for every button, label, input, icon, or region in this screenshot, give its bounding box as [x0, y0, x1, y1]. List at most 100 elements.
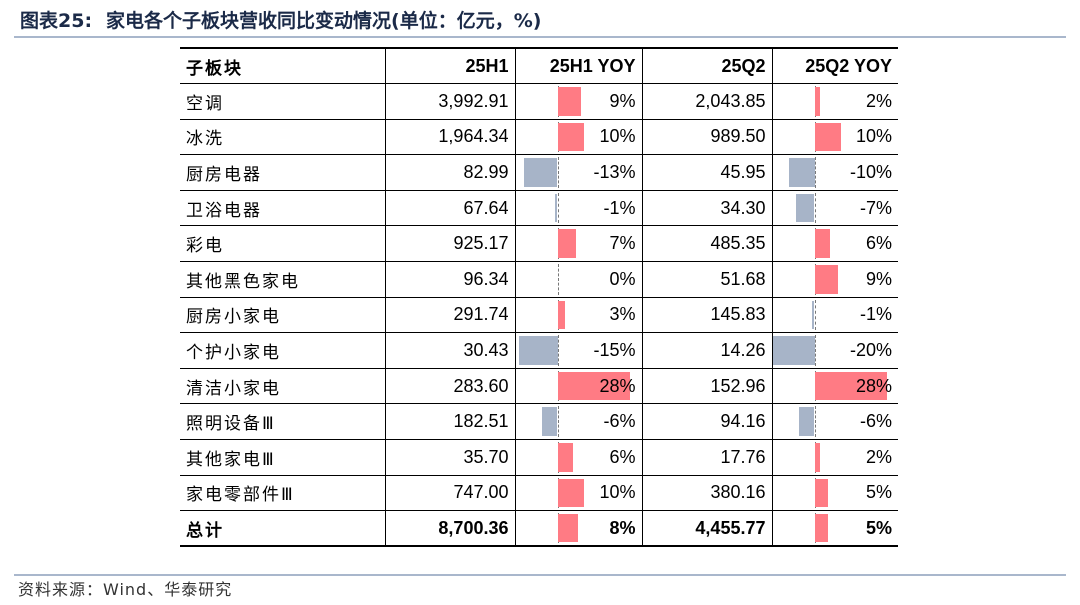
subsector-name: 冰洗 — [180, 119, 386, 156]
yoy-25h1-cell: 10% — [515, 475, 643, 512]
total-row: 总计 8,700.36 8% 4,455.77 5% — [180, 510, 898, 547]
yoy-25q2-cell: 2% — [772, 83, 898, 120]
yoy-25q2-cell: 10% — [772, 119, 898, 156]
table-row: 清洁小家电 283.60 28% 152.96 28% — [180, 368, 898, 405]
yoy-data-bar — [814, 229, 831, 259]
subsector-name: 总计 — [180, 510, 386, 547]
revenue-25h1: 3,992.91 — [385, 83, 516, 120]
yoy-value: 28% — [599, 375, 636, 396]
subsector-name: 卫浴电器 — [180, 190, 386, 227]
table-row: 空调 3,992.91 9% 2,043.85 2% — [180, 83, 898, 120]
revenue-25h1: 283.60 — [385, 368, 516, 405]
header-25q2: 25Q2 — [642, 48, 773, 85]
yoy-data-bar — [557, 87, 581, 116]
yoy-value: 28% — [855, 375, 892, 396]
yoy-value: -6% — [603, 411, 636, 432]
yoy-data-bar — [518, 336, 558, 365]
yoy-data-bar — [557, 229, 576, 259]
yoy-25q2-cell: -7% — [772, 190, 898, 227]
revenue-25q2: 152.96 — [642, 368, 773, 405]
subsector-name: 家电零部件Ⅲ — [180, 475, 386, 512]
yoy-value: 5% — [865, 482, 892, 503]
revenue-25q2: 485.35 — [642, 225, 773, 263]
revenue-25h1: 925.17 — [385, 225, 516, 263]
table-row: 冰洗 1,964.34 10% 989.50 10% — [180, 119, 898, 156]
yoy-value: -1% — [859, 304, 892, 325]
table-row: 其他家电Ⅲ 35.70 6% 17.76 2% — [180, 439, 898, 476]
yoy-value: -10% — [849, 162, 892, 183]
yoy-data-bar — [557, 443, 574, 472]
yoy-data-bar — [788, 158, 815, 187]
revenue-25q2: 145.83 — [642, 297, 773, 334]
yoy-value: 10% — [599, 126, 636, 147]
table-row: 卫浴电器 67.64 -1% 34.30 -7% — [180, 190, 898, 227]
yoy-25q2-cell: 6% — [772, 225, 898, 263]
subsector-name: 照明设备Ⅲ — [180, 403, 386, 441]
revenue-25q2: 51.68 — [642, 261, 773, 298]
yoy-value: 6% — [865, 233, 892, 254]
yoy-value: 0% — [609, 268, 636, 289]
yoy-data-bar — [557, 371, 631, 401]
yoy-value: 2% — [865, 90, 892, 111]
yoy-25q2-cell: 2% — [772, 439, 898, 476]
yoy-value: -7% — [859, 197, 892, 218]
yoy-25h1-cell: 28% — [515, 368, 643, 405]
table-row: 个护小家电 30.43 -15% 14.26 -20% — [180, 332, 898, 369]
zero-axis-line — [557, 406, 559, 438]
header-25h1-yoy: 25H1 YOY — [515, 48, 643, 85]
zero-axis-line — [557, 157, 559, 188]
yoy-data-bar — [557, 478, 584, 508]
header-25q2-yoy: 25Q2 YOY — [772, 48, 898, 85]
subsector-name: 厨房电器 — [180, 154, 386, 191]
yoy-25h1-cell: -15% — [515, 332, 643, 369]
yoy-25h1-cell: 0% — [515, 261, 643, 298]
revenue-25h1: 747.00 — [385, 475, 516, 512]
zero-axis-line — [557, 264, 559, 295]
yoy-value: -13% — [593, 162, 636, 183]
yoy-25q2-cell: -1% — [772, 297, 898, 334]
yoy-data-bar — [796, 193, 815, 223]
yoy-data-bar — [554, 193, 558, 223]
table-row: 厨房小家电 291.74 3% 145.83 -1% — [180, 297, 898, 334]
data-table: 子板块 25H1 25H1 YOY 25Q2 25Q2 YOY 空调 3,992.… — [180, 47, 898, 548]
revenue-25q2: 14.26 — [642, 332, 773, 369]
revenue-25h1: 35.70 — [385, 439, 516, 476]
yoy-data-bar — [557, 122, 584, 152]
yoy-25h1-cell: 7% — [515, 225, 643, 263]
yoy-data-bar — [798, 407, 815, 437]
subsector-name: 其他黑色家电 — [180, 261, 386, 298]
zero-axis-line — [814, 299, 816, 331]
yoy-value: 3% — [609, 304, 636, 325]
table-row: 照明设备Ⅲ 182.51 -6% 94.16 -6% — [180, 403, 898, 441]
yoy-value: -1% — [603, 197, 636, 218]
revenue-25q2: 2,043.85 — [642, 83, 773, 120]
table-row: 其他黑色家电 96.34 0% 51.68 9% — [180, 261, 898, 298]
yoy-value: 9% — [609, 90, 636, 111]
yoy-25q2-cell: -6% — [772, 403, 898, 441]
yoy-value: -15% — [593, 340, 636, 361]
subsector-name: 厨房小家电 — [180, 297, 386, 334]
yoy-25q2-cell: 5% — [772, 475, 898, 512]
subsector-name: 其他家电Ⅲ — [180, 439, 386, 476]
revenue-25q2: 380.16 — [642, 475, 773, 512]
header-subsector: 子板块 — [180, 48, 386, 85]
yoy-25q2-cell: 28% — [772, 368, 898, 405]
yoy-data-bar — [814, 265, 838, 294]
revenue-25q2: 45.95 — [642, 154, 773, 191]
yoy-value: 2% — [865, 446, 892, 467]
yoy-value: 9% — [865, 268, 892, 289]
revenue-25h1: 96.34 — [385, 261, 516, 298]
revenue-25h1: 67.64 — [385, 190, 516, 227]
yoy-25h1-cell: -1% — [515, 190, 643, 227]
zero-axis-line — [557, 335, 559, 366]
yoy-data-bar — [811, 300, 815, 330]
yoy-data-bar — [557, 300, 566, 330]
figure-label: 图表25: — [20, 10, 93, 32]
yoy-25q2-cell: -10% — [772, 154, 898, 191]
table-row: 家电零部件Ⅲ 747.00 10% 380.16 5% — [180, 475, 898, 512]
yoy-data-bar — [814, 122, 841, 152]
revenue-25q2: 989.50 — [642, 119, 773, 156]
yoy-value: 10% — [855, 126, 892, 147]
revenue-25q2: 17.76 — [642, 439, 773, 476]
yoy-25h1-cell: 10% — [515, 119, 643, 156]
